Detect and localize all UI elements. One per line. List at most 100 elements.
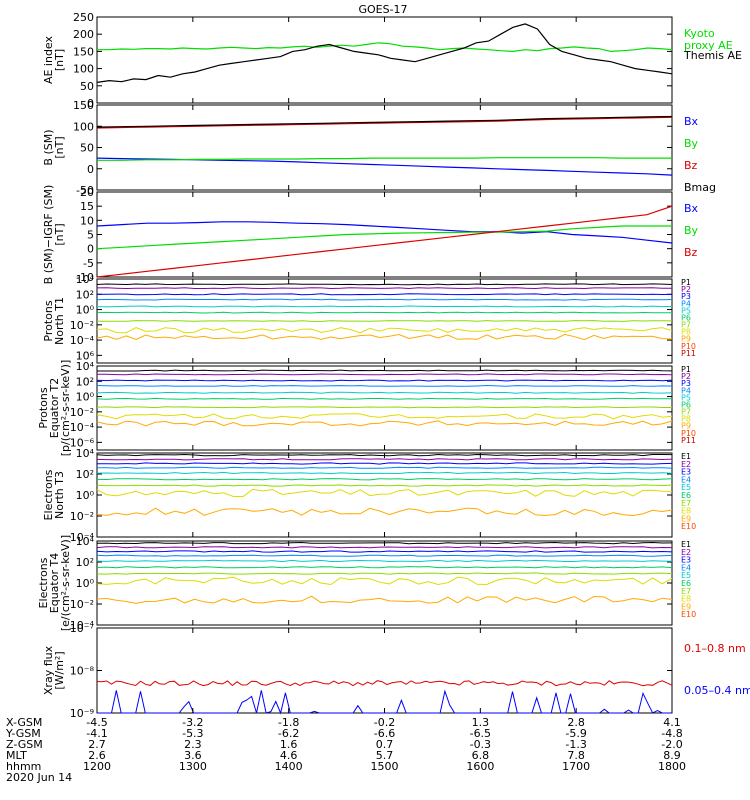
channel-line-e4: [96, 466, 673, 469]
channel-line-p9: [96, 333, 673, 341]
panel-frame: [96, 627, 673, 714]
channel-label: P7: [681, 408, 691, 417]
y-tick-label: 10⁻⁸: [70, 665, 95, 678]
series-line-bx: [96, 157, 673, 176]
y-axis-label: [nT]: [53, 49, 66, 71]
x-tick-label: -1.8: [278, 716, 299, 729]
legend-entry: Kyoto: [684, 27, 715, 40]
channel-label: E6: [681, 579, 691, 588]
channel-label: E3: [681, 468, 691, 477]
x-tick-label: 2.3: [184, 738, 202, 751]
channel-line-e9: [96, 507, 673, 517]
legend-entry: Themis AE: [683, 49, 742, 62]
y-tick-label: 10⁻²: [70, 319, 94, 332]
channel-line-e5: [96, 559, 673, 563]
x-tick-label: 2.7: [88, 738, 106, 751]
series-line-kyoto-proxy-ae: [97, 42, 673, 53]
y-tick-label: 200: [73, 28, 94, 41]
channel-line-e6: [96, 566, 673, 569]
x-tick-label: 2.8: [567, 716, 585, 729]
channel-label: P7: [681, 321, 691, 330]
y-tick-label: 10⁻⁶: [70, 436, 95, 449]
x-tick-label: -2.0: [661, 738, 682, 751]
y-axis-label: Equator T2: [48, 378, 61, 438]
channel-label: P5: [681, 306, 691, 315]
channel-line-p6: [96, 311, 672, 314]
x-tick-label: -0.3: [470, 738, 491, 751]
y-axis-label: B (SM): [42, 129, 55, 165]
x-tick-label: 4.6: [280, 749, 298, 762]
channel-label: E2: [681, 548, 691, 557]
channel-label: P3: [681, 292, 691, 301]
x-tick-label: -1.3: [565, 738, 586, 751]
y-tick-label: 10⁻⁴: [70, 619, 95, 632]
series-line-by: [96, 225, 672, 250]
legend-entry: Bz: [684, 159, 698, 172]
channel-label: P2: [681, 372, 691, 381]
y-tick-label: 10⁻²: [70, 598, 94, 611]
series-line-bz: [96, 205, 673, 278]
channel-label: P9: [681, 335, 691, 344]
xray-series-0: [96, 680, 673, 687]
channel-line-e5: [96, 471, 673, 475]
channel-line-e2: [96, 546, 673, 549]
y-tick-label: 5: [87, 229, 94, 242]
x-tick-label: 1300: [179, 760, 207, 773]
y-tick-label: 150: [73, 45, 94, 58]
channel-line-p9: [96, 420, 673, 427]
x-tick-label: 1200: [83, 760, 111, 773]
channel-line-p7: [96, 406, 672, 409]
y-tick-label: 250: [73, 11, 94, 24]
channel-label: E3: [681, 556, 691, 565]
channel-line-p8: [96, 413, 673, 420]
y-tick-label: 10⁻⁷: [70, 622, 94, 635]
channel-label: E8: [681, 507, 691, 516]
channel-label: P2: [681, 285, 691, 294]
series-line-bz: [96, 116, 673, 129]
y-tick-label: 20: [80, 186, 94, 199]
channel-label: P9: [681, 422, 691, 431]
legend-entry: Bmag: [684, 181, 716, 194]
x-tick-label: 7.8: [567, 749, 585, 762]
y-axis-label: Protons: [42, 300, 55, 341]
channel-label: P8: [681, 328, 691, 337]
x-tick-label: -5.9: [565, 727, 586, 740]
series-line-by: [97, 157, 672, 161]
channel-line-e9: [96, 595, 673, 604]
x-tick-label: 1.3: [472, 716, 490, 729]
x-tick-label: 8.9: [663, 749, 681, 762]
channel-label: P6: [681, 400, 691, 409]
y-tick-label: 0: [87, 243, 94, 256]
x-tick-label: -4.5: [86, 716, 107, 729]
y-axis-label: [e/(cm²-s-sr-keV)]: [59, 535, 72, 631]
channel-label: E10: [681, 610, 696, 619]
y-axis-label: [nT]: [53, 136, 66, 158]
y-tick-label: 10⁰: [76, 489, 95, 502]
panel-b: B (SM)[nT] -50 0 50 100 150 Bx By Bz Bmag: [42, 99, 716, 197]
x-tick-label: 1.6: [280, 738, 298, 751]
channel-label: P1: [681, 365, 691, 374]
channel-label: P6: [681, 313, 691, 322]
y-axis-label: Protons: [37, 387, 50, 428]
channel-line-p5: [96, 391, 673, 394]
y-tick-label: 10²: [76, 468, 94, 481]
channel-line-e2: [96, 458, 673, 461]
x-tick-label: 6.8: [472, 749, 490, 762]
channel-label: P5: [681, 393, 691, 402]
channel-label: E1: [681, 540, 691, 549]
y-tick-label: 10: [80, 214, 94, 227]
channel-line-e4: [96, 554, 673, 557]
channel-label: E5: [681, 571, 691, 580]
channel-label: E10: [681, 522, 696, 531]
channel-line-e7: [96, 484, 673, 487]
channel-line-e8: [96, 576, 673, 586]
x-tick-label: 1400: [275, 760, 303, 773]
x-row-label: Y-GSM: [5, 727, 41, 740]
series-line-bx: [96, 221, 673, 244]
channel-label: P4: [681, 386, 691, 395]
channel-line-p4: [96, 384, 673, 387]
